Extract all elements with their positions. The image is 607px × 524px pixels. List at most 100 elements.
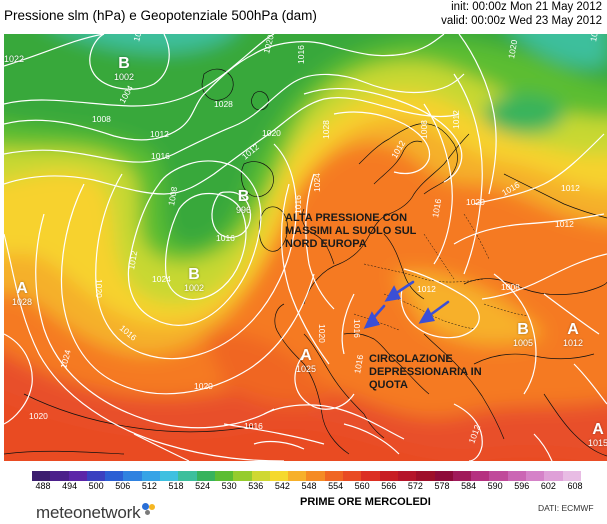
colorbar-swatch — [397, 471, 417, 481]
annotation-high-pressure: ALTA PRESSIONE CON MASSIMI AL SUOLO SUL … — [285, 212, 417, 250]
svg-text:1008: 1008 — [166, 186, 179, 207]
colorbar-swatch — [123, 471, 142, 481]
colorbar-tick-label: 512 — [141, 481, 157, 491]
svg-text:1016: 1016 — [293, 195, 303, 214]
svg-text:1016: 1016 — [352, 319, 362, 338]
svg-text:1016: 1016 — [588, 34, 601, 42]
colorbar-swatch — [251, 471, 270, 481]
colorbar-swatch — [416, 471, 435, 481]
svg-text:1016: 1016 — [216, 233, 235, 243]
colorbar — [32, 471, 581, 481]
colorbar-swatch — [507, 471, 527, 481]
valid-time: valid: 00:00z Wed 23 May 2012 — [441, 15, 602, 27]
high-center-3: A 1025 — [296, 347, 317, 375]
colorbar-tick-label: 578 — [434, 481, 450, 491]
colorbar-tick-label: 560 — [354, 481, 370, 491]
svg-text:1028: 1028 — [214, 99, 233, 109]
svg-text:1020: 1020 — [317, 324, 327, 343]
svg-text:1020: 1020 — [261, 34, 276, 55]
colorbar-swatch — [343, 471, 362, 481]
colorbar-swatch — [68, 471, 87, 481]
logo-dots-icon — [142, 503, 158, 519]
svg-text:1024: 1024 — [58, 348, 73, 369]
colorbar-swatch — [288, 471, 307, 481]
svg-text:1020: 1020 — [262, 128, 281, 138]
colorbar-swatch — [269, 471, 289, 481]
svg-text:1016: 1016 — [151, 151, 170, 161]
arrow-3-head — [363, 311, 381, 329]
svg-text:1020: 1020 — [506, 39, 519, 60]
colorbar-tick-label: 566 — [381, 481, 397, 491]
colorbar-label: PRIME ORE MERCOLEDI — [300, 496, 431, 508]
colorbar-tick-label: 602 — [540, 481, 556, 491]
arrow-2-head — [418, 307, 435, 324]
svg-text:1028: 1028 — [321, 120, 331, 139]
low-center-4: B 1005 — [513, 321, 534, 349]
colorbar-tick-label: 548 — [301, 481, 317, 491]
colorbar-swatch — [434, 471, 453, 481]
colorbar-swatch — [86, 471, 106, 481]
isobars — [4, 34, 607, 461]
colorbar-tick-label: 518 — [168, 481, 184, 491]
svg-text:1012: 1012 — [561, 183, 580, 193]
colorbar-swatch — [141, 471, 161, 481]
svg-text:1024: 1024 — [312, 173, 322, 192]
init-time: init: 00:00z Mon 21 May 2012 — [451, 1, 602, 13]
colorbar-swatch — [50, 471, 69, 481]
svg-text:1012: 1012 — [555, 219, 574, 229]
colorbar-tick-label: 506 — [115, 481, 131, 491]
colorbar-swatch — [489, 471, 508, 481]
annotation-low-upper: CIRCOLAZIONE DEPRESSIONARIA IN QUOTA — [369, 353, 482, 391]
colorbar-swatch — [214, 471, 234, 481]
map-canvas: 1004 1008 1012 1016 1020 1024 1028 1016 … — [4, 34, 607, 461]
meteonetwork-logo: meteonetwork — [36, 503, 158, 523]
colorbar-swatch — [361, 471, 380, 481]
svg-text:1020: 1020 — [194, 381, 213, 391]
run-info: init: 00:00z Mon 21 May 2012 valid: 00:0… — [441, 0, 602, 28]
colorbar-swatch — [544, 471, 563, 481]
colorbar-tick-label: 488 — [35, 481, 51, 491]
low-center-1: B 1002 — [114, 55, 135, 83]
svg-text:1012: 1012 — [417, 284, 436, 294]
data-source: DATI: ECMWF — [538, 503, 594, 513]
high-center-5: A 1015 — [588, 421, 607, 449]
low-center-2: B 996 — [236, 188, 252, 216]
map-title: Pressione slm (hPa) e Geopotenziale 500h… — [4, 8, 317, 23]
colorbar-swatch — [562, 471, 581, 481]
colorbar-tick-label: 494 — [62, 481, 78, 491]
logo-text: meteonetwork — [36, 503, 141, 522]
svg-text:1008: 1008 — [501, 282, 520, 292]
colorbar-tick-label: 554 — [328, 481, 344, 491]
svg-text:1016: 1016 — [430, 198, 443, 219]
colorbar-swatch — [178, 471, 197, 481]
colorbar-tick-label: 584 — [461, 481, 477, 491]
flow-arrows — [363, 280, 450, 329]
colorbar-swatch — [471, 471, 490, 481]
svg-text:1020: 1020 — [466, 197, 485, 207]
colorbar-tick-label: 542 — [274, 481, 290, 491]
svg-text:1008: 1008 — [92, 114, 111, 124]
coastlines — [4, 68, 607, 457]
colorbar-swatch — [526, 471, 545, 481]
svg-text:1016: 1016 — [131, 34, 146, 43]
high-center-4: A 1012 — [563, 321, 584, 349]
colorbar-tick-label: 590 — [487, 481, 503, 491]
svg-text:1020: 1020 — [29, 411, 48, 421]
svg-text:1012: 1012 — [451, 110, 461, 129]
colorbar-ticks: 488 494 500 506 512 518 524 530 536 542 548 554 560 5… — [32, 481, 583, 493]
colorbar-swatch — [379, 471, 398, 481]
colorbar-tick-label: 530 — [221, 481, 237, 491]
low-center-3: B 1002 — [184, 266, 205, 294]
colorbar-swatch — [196, 471, 215, 481]
header: Pressione slm (hPa) e Geopotenziale 500h… — [0, 0, 607, 34]
colorbar-swatch — [160, 471, 179, 481]
geopotential-field — [4, 34, 607, 461]
svg-text:1008: 1008 — [419, 120, 429, 139]
colorbar-tick-label: 608 — [567, 481, 583, 491]
high-center-2: A 1028 — [12, 280, 33, 308]
colorbar-swatch — [105, 471, 124, 481]
arrow-1-head — [384, 285, 401, 302]
colorbar-tick-label: 596 — [514, 481, 530, 491]
isobar-labels: 1004 1008 1012 1016 1020 1024 1028 1016 … — [29, 34, 601, 445]
colorbar-swatch — [32, 471, 51, 481]
